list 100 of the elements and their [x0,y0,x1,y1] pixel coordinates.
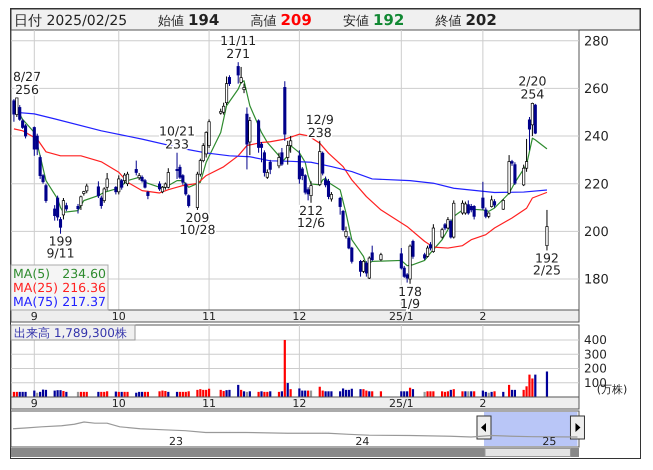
y-tick-label: 400 [584,333,607,348]
candlestick [134,160,138,176]
bar [450,390,452,397]
bar [167,392,170,397]
bar [138,392,140,397]
candlestick [248,116,252,156]
candlestick [460,200,464,216]
candlestick [362,259,365,274]
candlestick [236,62,240,84]
x-tick-label: 23 [168,435,183,448]
bar [371,391,374,397]
candlestick [440,227,444,240]
bar [502,392,504,397]
candlestick [528,116,532,151]
candlestick [79,195,82,210]
text: 高値 209 [250,11,312,29]
candlestick [530,102,534,137]
bar [16,392,18,397]
candlestick [143,178,147,189]
bar [304,390,306,397]
bar [403,391,406,397]
bar [368,391,370,397]
bar [82,392,85,397]
annotation: 199 9/11 [46,234,75,261]
candlestick [12,98,16,122]
candlestick [240,66,243,84]
candlestick [268,159,272,175]
line-series [13,128,548,249]
bar [199,389,202,397]
bar [18,392,21,397]
candlestick [85,183,88,194]
bar [470,391,472,397]
x-tick-label: 10 [112,397,126,410]
bar [322,390,324,397]
candlestick [426,245,430,258]
candlestick [15,97,18,118]
candlestick [120,178,124,190]
text: MA(75) 217.37 [13,294,106,309]
candlestick [309,180,313,204]
candlestick [228,74,232,86]
x-tick-label: 25 [542,435,556,448]
annotation: 209 10/28 [179,210,216,237]
text: 終値 202 [434,11,497,29]
candlestick [76,203,80,214]
candlestick [330,192,333,202]
candlestick [166,168,170,189]
candlestick [344,226,348,240]
annotation: 212 12/6 [296,202,326,230]
bar [286,383,289,397]
y-tick-label: 220 [584,177,609,192]
bar [400,391,402,397]
bar [522,390,525,397]
bar [120,392,123,397]
candlestick [266,168,269,180]
x-tick-label: 11 [202,397,216,410]
candlestick [472,204,476,220]
bar [33,390,36,397]
bar [205,390,208,397]
bar [103,392,106,397]
bar [65,392,68,397]
bar [184,392,187,397]
annotation: 192 2/25 [532,250,561,278]
text: 始値 194 [158,11,220,29]
y-tick-label: 300 [584,347,607,362]
x-tick-label: 24 [355,435,370,448]
y-tick-label: 280 [584,34,609,50]
candlestick [358,259,362,278]
bar [86,392,88,397]
x-tick-label: 11 [202,310,216,323]
bar [188,391,190,397]
bar [467,391,470,397]
candlestick [370,245,374,262]
candlestick [242,83,246,94]
annotation: 11/11 271 [220,33,256,62]
text: 安値 192 [343,11,404,29]
bar [318,386,321,397]
candlestick [126,171,130,187]
candlestick [62,198,65,220]
candlestick [298,150,301,184]
x-tick-label: 10 [112,310,126,323]
y-tick-label: 200 [584,224,609,240]
candlestick [280,147,284,166]
annotation: 178 1/9 [398,284,422,311]
y-tick-label: 180 [584,272,609,288]
annotation: 8/27 256 [12,68,42,97]
candlestick [466,200,470,216]
y-tick-label: 200 [584,362,607,376]
bar [118,392,120,397]
candlestick [368,256,371,280]
candlestick [24,124,28,139]
text: MA(5) 234.60 [13,266,106,281]
candlestick [175,152,179,180]
candlestick [545,209,549,251]
bar [202,390,204,397]
y-tick-label: 260 [584,82,609,97]
bar [22,392,24,397]
y-tick-label: 240 [584,130,609,145]
x-tick-label: 12 [292,397,306,410]
candlestick [38,154,42,180]
bar [350,388,353,397]
